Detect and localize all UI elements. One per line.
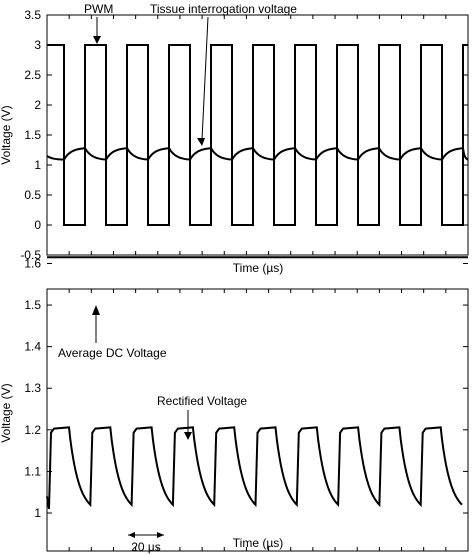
top-y-tick-label: 3.5: [24, 8, 41, 22]
top-y-tick-label: 3: [34, 38, 41, 52]
top-y-tick-label: 1: [34, 158, 41, 172]
pwm-series-line: [47, 44, 468, 226]
bottom-y-tick-label: 1.3: [24, 381, 41, 395]
bottom-y-tick-label: 1: [34, 506, 41, 520]
average-dc-annotation-label: Average DC Voltage: [58, 346, 167, 360]
top-x-ticks: [68, 15, 447, 255]
time-scale-bar-right-arrowhead: [157, 532, 164, 538]
top-y-tick-label: -0.5: [20, 248, 41, 262]
bottom-y-tick-label: 1.6: [24, 256, 41, 270]
top-plot-frame: [46, 14, 469, 256]
tissue-interrogation-series-line: [46, 147, 469, 161]
time-scale-bar-label: 20 µs: [131, 540, 161, 554]
top-y-tick-label: 1.5: [24, 128, 41, 142]
bottom-y-tick-label: 1.1: [24, 464, 41, 478]
average-dc-annotation-arrowhead: [92, 305, 100, 315]
rectified-annotation-arrowhead: [184, 432, 192, 440]
top-y-tick-label: 0.5: [24, 188, 41, 202]
top-y-axis-label: Voltage (V): [0, 105, 13, 164]
top-y-tick-label: 0: [34, 218, 41, 232]
bottom-y-ticks: 1 1.1 1.2 1.3 1.4 1.5 1.6: [24, 256, 468, 520]
bottom-y-tick-label: 1.5: [24, 298, 41, 312]
bottom-y-axis-label: Voltage (V): [0, 383, 13, 442]
bottom-plot-frame: [46, 288, 469, 552]
rectified-voltage-series-line: [46, 426, 463, 509]
rectified-annotation-label: Rectified Voltage: [157, 394, 247, 408]
pwm-annotation-arrowhead: [93, 36, 101, 44]
top-y-tick-label: 2: [34, 98, 41, 112]
tissue-annotation-arrow: [201, 16, 209, 141]
bottom-x-ticks: [68, 289, 447, 551]
bottom-plot: 1 1.1 1.2 1.3 1.4 1.5 1.6 Voltage (V) Time (µs…: [0, 256, 469, 554]
pwm-annotation-label: PWM: [84, 2, 113, 16]
bottom-x-axis-label: Time (µs): [233, 536, 283, 550]
tissue-annotation-arrowhead: [197, 138, 205, 146]
top-y-tick-label: 2.5: [24, 68, 41, 82]
bottom-y-tick-label: 1.4: [24, 340, 41, 354]
tissue-annotation-label: Tissue interrogation voltage: [150, 2, 297, 16]
top-x-axis-label: Time (µs): [233, 261, 283, 275]
time-scale-bar-left-arrowhead: [128, 532, 135, 538]
top-plot: -0.5 0 0.5 1 1.5 2 2.5 3 3.5 Voltage (V) Time (µ…: [0, 2, 469, 275]
bottom-y-tick-label: 1.2: [24, 423, 41, 437]
